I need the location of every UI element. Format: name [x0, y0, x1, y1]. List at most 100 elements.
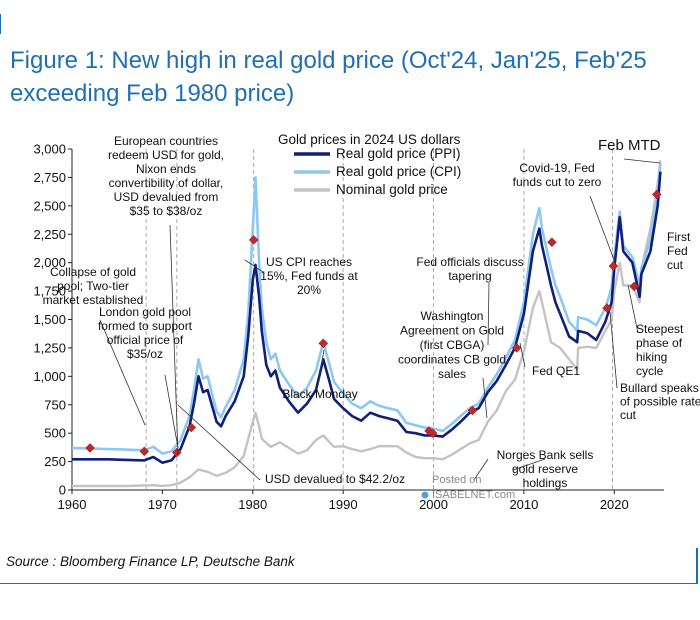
annotation-line: 20% — [297, 283, 321, 297]
annotation-text: Collapse of gold pool; Two-tier market est… — [43, 265, 144, 307]
y-tick-label: 0 — [59, 483, 66, 498]
event-marker — [318, 338, 329, 349]
annotation-line: redeem USD for gold, — [108, 148, 224, 162]
event-marker — [629, 281, 640, 292]
annotation-leader — [627, 284, 639, 334]
annotation-leader — [512, 458, 546, 471]
annotation-line: 15%, Fed funds at — [260, 269, 358, 283]
annotation-text: Norges Bank sells gold reserve holdings — [497, 448, 594, 490]
source-note: Source : Bloomberg Finance LP, Deutsche … — [6, 554, 295, 569]
annotation-line: hiking — [636, 350, 667, 364]
event-marker — [602, 303, 612, 313]
annotation-line: $35/oz — [127, 347, 163, 361]
annotation-leader — [99, 319, 146, 426]
annotation-line: Black Monday — [282, 387, 357, 401]
event-marker — [467, 405, 478, 416]
annotation-line: sales — [438, 367, 466, 381]
annotation-leader — [519, 342, 526, 368]
annotation-leader — [487, 282, 490, 346]
annotation-line: Covid-19, Fed — [519, 161, 594, 175]
annotation-text: Fed officials discuss tapering — [416, 255, 523, 283]
annotation-line: Nixon ends — [136, 162, 196, 176]
x-tick-label: 2000 — [419, 497, 448, 512]
annotation-leader — [623, 158, 661, 164]
y-tick-label: 1,000 — [33, 369, 66, 384]
annotation-line: market established — [43, 293, 144, 307]
annotation-text: London gold pool formed to support officia… — [98, 305, 193, 361]
annotation-text: Washington Agreement on Gold (first CBGA) c… — [398, 309, 506, 381]
event-marker — [651, 189, 662, 200]
x-tick-label: 1970 — [148, 497, 177, 512]
x-tick-label: 1980 — [238, 497, 267, 512]
annotation-leader — [609, 311, 618, 389]
annotation-leader — [473, 458, 489, 481]
y-tick-label: 1,250 — [33, 340, 66, 355]
annotation-line: coordinates CB gold — [398, 353, 506, 367]
y-tick-label: 2,000 — [33, 255, 66, 270]
annotation-line: cut — [667, 258, 684, 272]
annotation-line: Fed officials discuss — [416, 255, 523, 269]
annotation-line: Fed QE1 — [532, 364, 580, 378]
y-tick-label: 500 — [44, 426, 66, 441]
event-marker — [139, 446, 150, 457]
annotation-line: Steepest — [636, 322, 684, 336]
annotation-line: USD devalued to $42.2/oz — [265, 472, 405, 486]
annotation-line: holdings — [523, 476, 568, 490]
annotation-line: of possible rate — [620, 395, 700, 409]
annotation-line: Feb MTD — [598, 137, 661, 154]
event-marker — [427, 428, 438, 439]
annotation-leader — [482, 377, 488, 419]
annotation-text: Fed QE1 — [532, 364, 580, 378]
annotation-line: Fed — [667, 244, 688, 258]
annotation-text: Covid-19, Fed funds cut to zero — [513, 161, 602, 189]
annotation-text: Black Monday — [282, 387, 357, 401]
chart-axes: 0 250 500 750 1,000 1,250 1,500 1,750 2,000 2,250… — [33, 142, 664, 512]
event-marker — [186, 422, 197, 433]
annotation-text: Steepest phase of hiking cycle — [636, 322, 684, 378]
event-marker — [608, 261, 619, 271]
annotation-text: USD devalued to $42.2/oz — [265, 472, 405, 486]
legend-label: Real gold price (PPI) — [336, 146, 461, 161]
annotation-leader — [589, 195, 617, 266]
x-tick-label: 2010 — [509, 497, 538, 512]
annotation-text: First Fed cut — [667, 230, 691, 272]
legend-label: Nominal gold price — [336, 182, 448, 197]
x-tick-label: 1990 — [329, 497, 358, 512]
watermark-line2: ISABELNET.com — [432, 489, 515, 501]
annotation-line: official price of — [107, 333, 184, 347]
y-tick-label: 750 — [44, 397, 66, 412]
annotation-line: Agreement on Gold — [400, 324, 504, 338]
annotation-line: Norges Bank sells — [497, 448, 594, 462]
annotation-line: First — [667, 230, 691, 244]
annotation-line: Collapse of gold — [50, 265, 136, 279]
annotation-line: London gold pool — [99, 305, 191, 319]
annotation-line: $35 to $38/oz — [130, 204, 203, 218]
figure-title: Figure 1: New high in real gold price (O… — [10, 47, 647, 107]
x-tick-label: 2020 — [600, 497, 629, 512]
legend-title: Gold prices in 2024 US dollars — [278, 132, 461, 147]
annotation-line: USD devalued from — [114, 190, 219, 204]
series-line — [72, 160, 662, 488]
y-tick-label: 2,500 — [33, 198, 66, 213]
series-line — [72, 171, 662, 465]
watermark-dot — [421, 491, 429, 499]
event-marker — [547, 237, 557, 248]
annotation-line: cycle — [636, 364, 664, 378]
series-line — [71, 163, 662, 455]
event-marker — [171, 447, 182, 458]
annotation-line: Washington — [421, 309, 484, 323]
annotation-line: gold reserve — [512, 462, 578, 476]
annotation-leader — [317, 349, 325, 385]
y-tick-label: 1,500 — [33, 312, 66, 327]
chart-annotations: European countries redeem USD for gold, Ni… — [43, 134, 700, 490]
annotation-leaders — [99, 158, 661, 481]
frame-accent-right — [696, 548, 698, 584]
annotation-leader — [169, 224, 179, 456]
watermark-line1: Posted on — [432, 474, 482, 486]
annotation-text: Bullard speaks of possible rate cut — [620, 381, 700, 422]
annotation-leader — [244, 259, 264, 273]
annotation-line: convertibility of dollar, — [109, 176, 224, 190]
legend-label: Real gold price (CPI) — [336, 164, 461, 179]
